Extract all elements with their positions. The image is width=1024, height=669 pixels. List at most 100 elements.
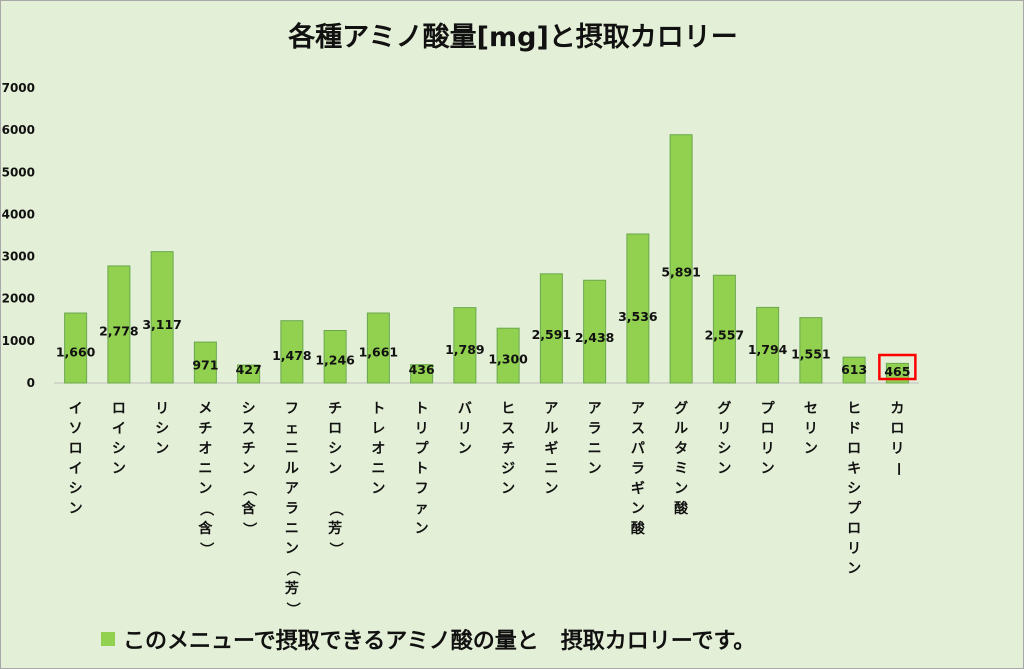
x-tick-label: ン [588, 461, 602, 477]
bar [799, 317, 823, 384]
x-tick-label: ス [501, 421, 515, 437]
bar [842, 356, 866, 384]
x-tick-label: ） [327, 542, 343, 556]
x-tick-label: ェ [285, 421, 299, 437]
x-tick-label: ン [69, 501, 83, 517]
x-tick-label: （ [197, 502, 213, 516]
bar [193, 341, 217, 384]
x-tick-label: ト [371, 401, 385, 417]
x-tick-label [328, 481, 342, 497]
data-label: 2,438 [575, 330, 615, 345]
data-label: 427 [236, 362, 262, 377]
x-tick-label: カ [890, 401, 904, 417]
x-tick-label: ス [631, 421, 645, 437]
x-tick-label: ン [847, 561, 861, 577]
legend-swatch [101, 632, 115, 646]
data-label: 1,789 [445, 342, 485, 357]
x-tick-label: ロ [112, 401, 126, 417]
bar [237, 364, 261, 384]
x-tick-label: ミ [674, 461, 688, 477]
x-tick-label: ン [112, 461, 126, 477]
x-tick-label: ロ [69, 441, 83, 457]
x-tick-label: シ [847, 481, 861, 497]
x-tick-label: プ [761, 401, 776, 417]
x-tick-label: ギ [631, 480, 645, 497]
data-label: 613 [841, 362, 867, 377]
x-tick-label: シ [328, 441, 342, 457]
x-tick-label: メ [198, 401, 212, 417]
x-tick-label: ン [328, 461, 342, 477]
x-tick-label: ラ [588, 421, 602, 437]
x-tick-label: 芳 [285, 580, 299, 597]
x-tick-label: リ [761, 441, 775, 457]
x-tick-label: バ [458, 401, 472, 417]
x-tick-label: ロ [847, 521, 861, 537]
bar [64, 312, 88, 384]
data-label: 3,536 [618, 309, 658, 324]
data-label: 1,300 [488, 351, 528, 366]
data-label: 1,661 [359, 345, 399, 360]
x-tick-label: フ [415, 481, 429, 497]
x-tick-label: シ [155, 421, 169, 437]
legend-text: このメニューで摂取できるアミノ酸の量と 摂取カロリーです。 [123, 629, 756, 654]
x-tick-label: ー [889, 462, 905, 476]
x-tick-label: （ [241, 482, 257, 496]
x-tick-label: ン [155, 441, 169, 457]
bar [539, 273, 563, 384]
x-tick-label: ロ [847, 441, 861, 457]
x-tick-label: ン [458, 441, 472, 457]
data-label: 1,551 [791, 347, 831, 362]
x-tick-label: シ [242, 401, 256, 417]
x-tick-label: ニ [285, 441, 299, 457]
y-tick-label: 2000 [2, 292, 35, 306]
y-tick-label: 1000 [2, 334, 35, 348]
x-tick-label: ロ [328, 421, 342, 437]
x-tick-label: ル [285, 461, 299, 477]
bar [366, 312, 390, 384]
x-tick-label: 芳 [328, 520, 342, 537]
x-tick-label: プ [847, 501, 862, 517]
x-tick-label: ギ [544, 440, 558, 457]
data-label: 1,794 [748, 342, 788, 357]
x-tick-label: ン [371, 481, 385, 497]
x-tick-label: ン [631, 501, 645, 517]
x-tick-label: ロ [890, 421, 904, 437]
x-tick-label: ア [588, 401, 602, 417]
bar [496, 327, 520, 384]
x-tick-label: ン [198, 481, 212, 497]
x-tick-label: キ [847, 461, 861, 477]
x-tick-label: パ [631, 441, 645, 457]
x-tick-label: リ [890, 441, 904, 457]
x-tick-label: イ [112, 421, 126, 437]
x-tick-label: ラ [631, 461, 645, 477]
x-tick-label: オ [198, 441, 212, 457]
x-tick-label: オ [371, 441, 385, 457]
x-tick-label: ン [804, 441, 818, 457]
x-tick-label: ン [415, 521, 429, 537]
x-tick-label: リ [415, 421, 429, 437]
x-tick-label: ル [544, 421, 558, 437]
x-tick-label: リ [458, 421, 472, 437]
x-tick-label: シ [112, 441, 126, 457]
x-tick-label: ア [544, 401, 558, 417]
x-tick-label: グ [674, 400, 688, 417]
y-tick-label: 5000 [2, 165, 35, 179]
bar [626, 233, 650, 384]
x-tick-label: （ [327, 502, 343, 516]
data-label: 2,778 [99, 323, 139, 338]
x-tick-label: セ [804, 401, 818, 417]
bar [756, 306, 780, 384]
highlight-box [878, 353, 917, 381]
x-tick-label: タ [674, 441, 688, 457]
bar [669, 134, 693, 384]
x-tick-label: 含 [242, 500, 257, 517]
data-label: 2,591 [532, 327, 572, 342]
y-tick-label: 3000 [2, 250, 35, 264]
legend: このメニューで摂取できるアミノ酸の量と 摂取カロリーです。 [101, 619, 755, 659]
x-tick-label: ソ [69, 421, 83, 437]
x-tick-label: グ [717, 400, 731, 417]
x-tick-label: リ [155, 401, 169, 417]
x-tick-label: ヒ [847, 401, 861, 417]
x-tick-label: ン [761, 461, 775, 477]
